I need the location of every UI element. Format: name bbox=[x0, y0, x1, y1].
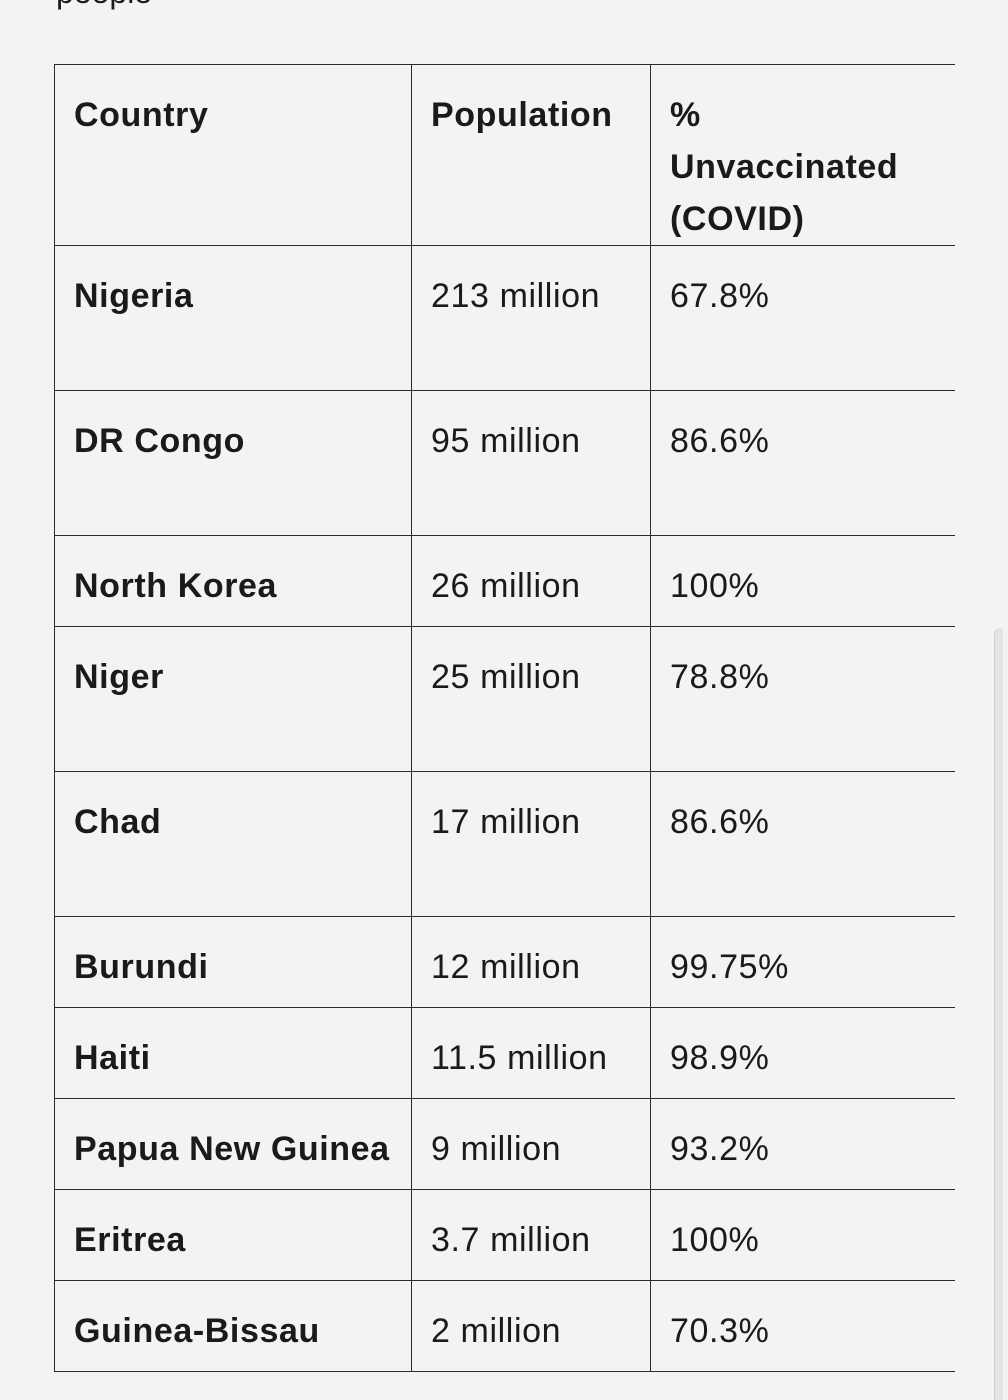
table-row: Haiti 11.5 million 98.9% bbox=[54, 1007, 955, 1099]
table-row: Burundi 12 million 99.75% bbox=[54, 916, 955, 1008]
country-cell: Nigeria bbox=[54, 245, 412, 391]
country-cell: Papua New Guinea bbox=[54, 1098, 412, 1190]
country-cell: Niger bbox=[54, 626, 412, 772]
population-cell: 26 million bbox=[411, 535, 651, 627]
table-row: Nigeria 213 million 67.8% bbox=[54, 245, 955, 391]
population-cell: 17 million bbox=[411, 771, 651, 917]
vaccination-table: Country Population % Unvaccinated (COVID… bbox=[54, 64, 955, 1372]
header-population: Population bbox=[411, 64, 651, 246]
country-cell: Haiti bbox=[54, 1007, 412, 1099]
previous-paragraph-fragment: people bbox=[56, 0, 152, 11]
country-cell: Burundi bbox=[54, 916, 412, 1008]
country-cell: Guinea-Bissau bbox=[54, 1280, 412, 1372]
unvaccinated-cell: 86.6% bbox=[650, 771, 955, 917]
country-cell: North Korea bbox=[54, 535, 412, 627]
country-cell: Eritrea bbox=[54, 1189, 412, 1281]
population-cell: 9 million bbox=[411, 1098, 651, 1190]
unvaccinated-cell: 100% bbox=[650, 535, 955, 627]
unvaccinated-cell: 67.8% bbox=[650, 245, 955, 391]
population-cell: 11.5 million bbox=[411, 1007, 651, 1099]
country-cell: Chad bbox=[54, 771, 412, 917]
table-row: DR Congo 95 million 86.6% bbox=[54, 390, 955, 536]
population-cell: 12 million bbox=[411, 916, 651, 1008]
unvaccinated-cell: 99.75% bbox=[650, 916, 955, 1008]
vaccination-table-container: Country Population % Unvaccinated (COVID… bbox=[54, 64, 955, 1372]
unvaccinated-cell: 86.6% bbox=[650, 390, 955, 536]
header-unvaccinated: % Unvaccinated (COVID) bbox=[650, 64, 955, 246]
header-country: Country bbox=[54, 64, 412, 246]
vertical-scrollbar[interactable] bbox=[994, 628, 1003, 1400]
unvaccinated-cell: 70.3% bbox=[650, 1280, 955, 1372]
population-cell: 213 million bbox=[411, 245, 651, 391]
unvaccinated-cell: 98.9% bbox=[650, 1007, 955, 1099]
population-cell: 95 million bbox=[411, 390, 651, 536]
table-row: Guinea-Bissau 2 million 70.3% bbox=[54, 1280, 955, 1372]
unvaccinated-cell: 78.8% bbox=[650, 626, 955, 772]
country-cell: DR Congo bbox=[54, 390, 412, 536]
population-cell: 25 million bbox=[411, 626, 651, 772]
table-row: North Korea 26 million 100% bbox=[54, 535, 955, 627]
population-cell: 2 million bbox=[411, 1280, 651, 1372]
table-row: Niger 25 million 78.8% bbox=[54, 626, 955, 772]
unvaccinated-cell: 100% bbox=[650, 1189, 955, 1281]
population-cell: 3.7 million bbox=[411, 1189, 651, 1281]
table-row: Eritrea 3.7 million 100% bbox=[54, 1189, 955, 1281]
unvaccinated-cell: 93.2% bbox=[650, 1098, 955, 1190]
table-row: Papua New Guinea 9 million 93.2% bbox=[54, 1098, 955, 1190]
table-row: Chad 17 million 86.6% bbox=[54, 771, 955, 917]
table-header-row: Country Population % Unvaccinated (COVID… bbox=[54, 64, 955, 246]
